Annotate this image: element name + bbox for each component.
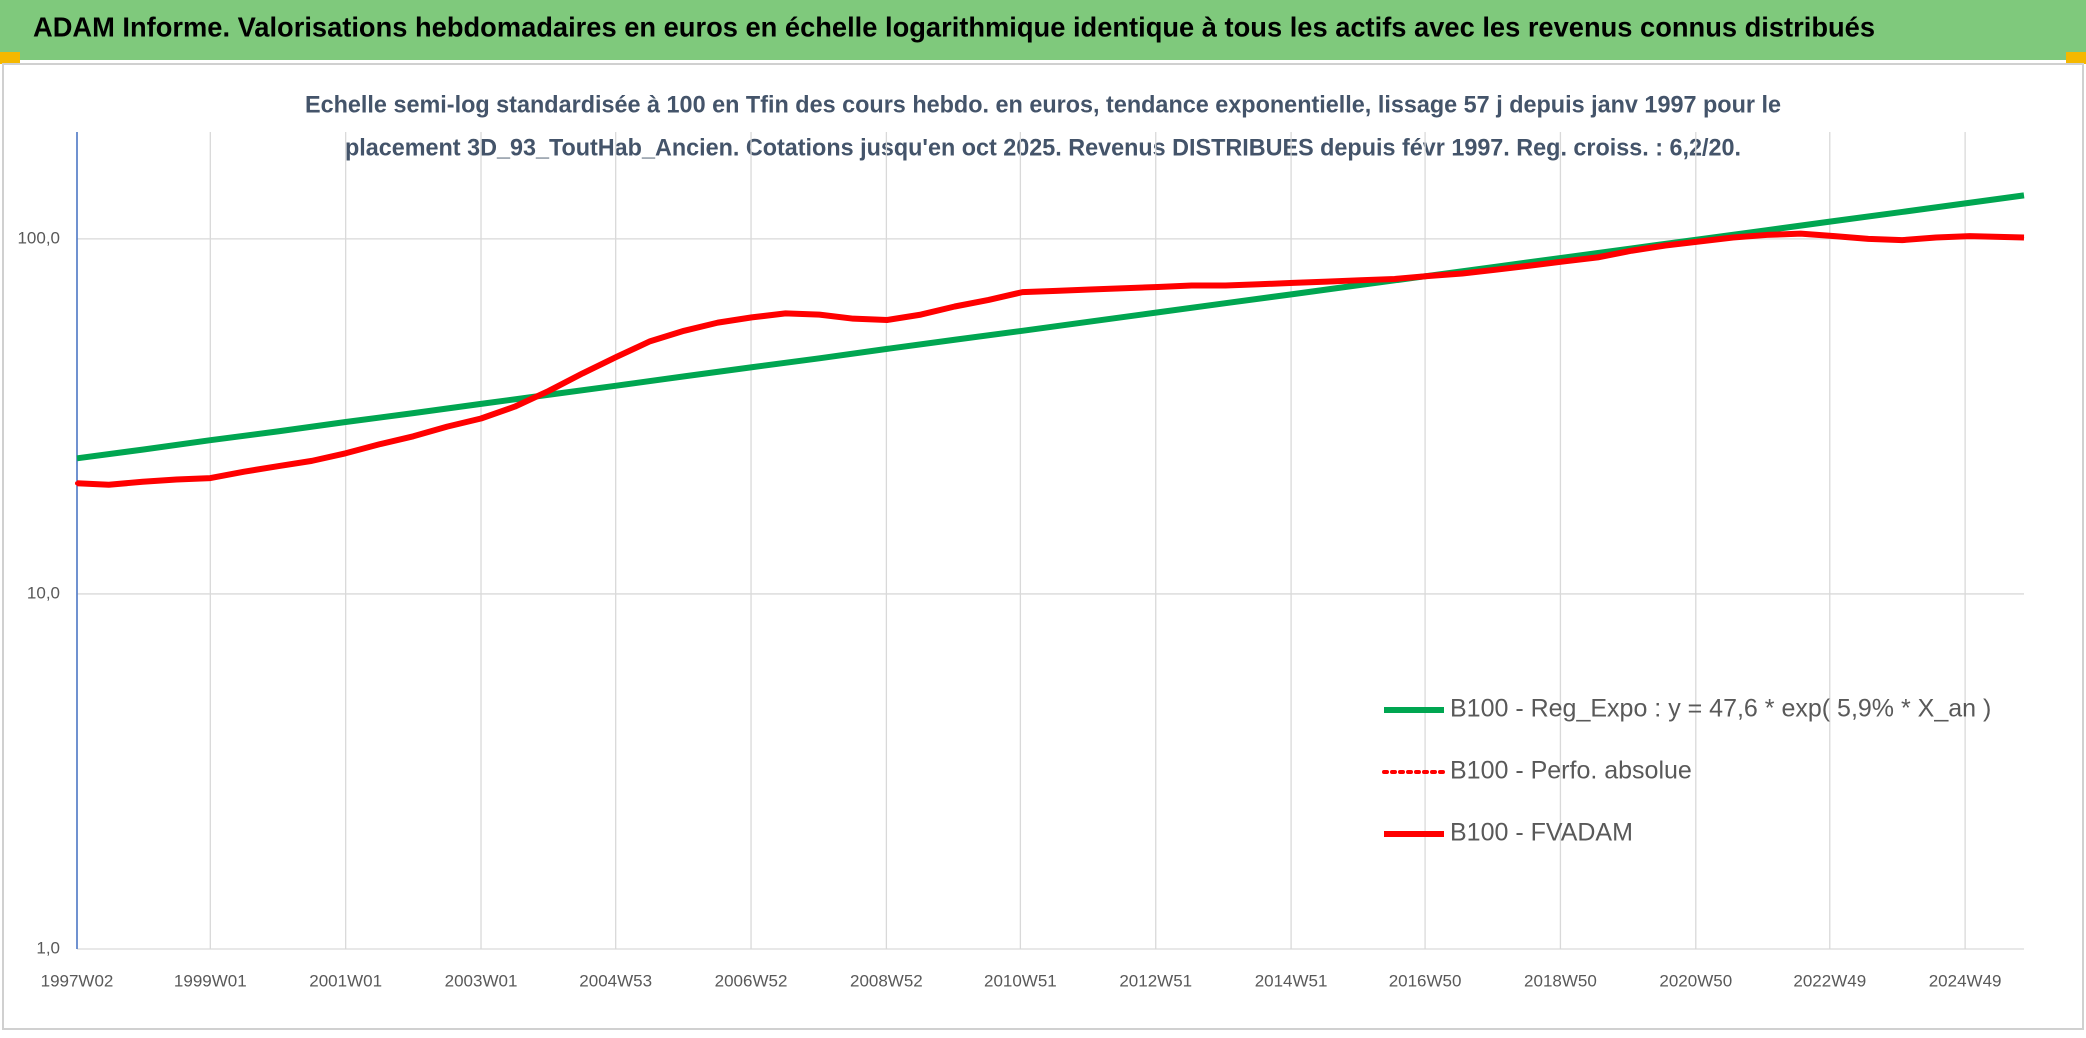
- legend: B100 - Reg_Expo : y = 47,6 * exp( 5,9% *…: [1382, 695, 1991, 847]
- chart-subtitle: Echelle semi-log standardisée à 100 en T…: [305, 91, 1781, 118]
- header-bar: [0, 0, 2086, 60]
- corner-right: [2066, 52, 2086, 64]
- x-tick-label: 2001W01: [309, 971, 382, 990]
- x-tick-label: 2018W50: [1524, 971, 1597, 990]
- x-tick-label: 2010W51: [984, 971, 1057, 990]
- legend-label: B100 - Perfo. absolue: [1450, 757, 1692, 785]
- x-tick-label: 1997W02: [41, 971, 114, 990]
- x-tick-label: 2022W49: [1793, 971, 1866, 990]
- y-tick-label: 100,0: [17, 228, 60, 247]
- axes: 1,0 10,0 100,0 1997W02 1999W01 2001W01 2003W01…: [17, 132, 2002, 990]
- x-tick-label: 2003W01: [445, 971, 518, 990]
- plot-area: [75, 192, 2026, 488]
- chart-frame: [2, 63, 2084, 1030]
- x-tick-label: 2016W50: [1389, 971, 1462, 990]
- legend-label: B100 - FVADAM: [1450, 819, 1633, 847]
- y-tick-label: 1,0: [36, 938, 60, 957]
- series-line: [76, 230, 2025, 488]
- x-tick-label: 2008W52: [850, 971, 923, 990]
- corner-left: [0, 52, 20, 64]
- chart-subtitle: placement 3D_93_ToutHab_Ancien. Cotation…: [345, 134, 1741, 161]
- chart-title: ADAM Informe. Valorisations hebdomadaire…: [33, 11, 1875, 42]
- y-tick-label: 10,0: [27, 583, 60, 602]
- x-tick-label: 2004W53: [579, 971, 652, 990]
- x-tick-label: 2024W49: [1929, 971, 2002, 990]
- x-tick-label: 2012W51: [1119, 971, 1192, 990]
- x-tick-label: 2014W51: [1255, 971, 1328, 990]
- legend-label: B100 - Reg_Expo : y = 47,6 * exp( 5,9% *…: [1450, 695, 1991, 723]
- x-tick-label: 2020W50: [1659, 971, 1732, 990]
- x-tick-label: 2006W52: [715, 971, 788, 990]
- x-tick-label: 1999W01: [174, 971, 247, 990]
